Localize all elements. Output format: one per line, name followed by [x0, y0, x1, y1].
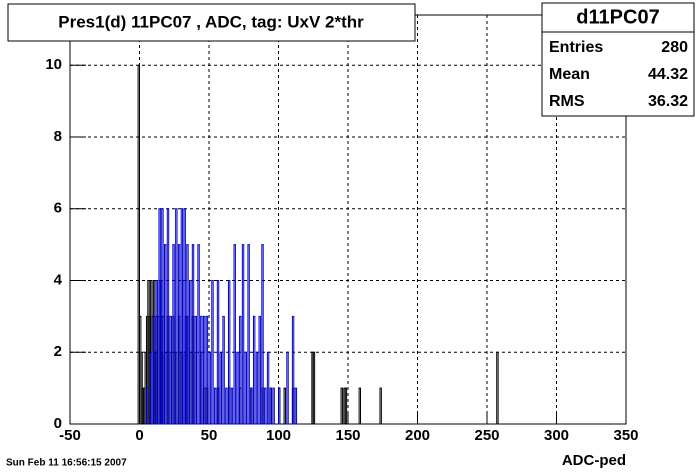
histogram-bin: [177, 244, 181, 425]
histogram-bin: [312, 351, 316, 425]
histogram-bin: [227, 279, 231, 425]
stats-title: d11PC07: [576, 6, 659, 28]
histogram-bin: [137, 64, 141, 425]
x-tick-label: 200: [405, 427, 430, 444]
histogram-bin: [496, 351, 499, 425]
histogram-bin: [155, 279, 159, 425]
histogram-bin: [252, 315, 256, 425]
x-tick-label: 350: [613, 427, 638, 444]
histogram-bin: [211, 279, 214, 425]
histogram-bin: [261, 244, 264, 425]
histogram-bin: [172, 244, 175, 425]
histogram-bin: [358, 387, 362, 425]
histogram-bin: [230, 387, 234, 425]
stats-value: 280: [661, 39, 688, 56]
histogram-bin: [344, 387, 348, 425]
histogram-bin: [241, 244, 245, 425]
histogram-bin: [175, 208, 178, 425]
histogram-bin: [225, 387, 228, 425]
histogram-bin: [161, 208, 164, 425]
y-tick-label: 0: [54, 415, 62, 432]
histogram-bin: [197, 244, 200, 425]
stats-label: Entries: [549, 39, 603, 56]
histogram-bin: [222, 315, 225, 425]
histogram-bin: [272, 387, 275, 425]
histogram-bin: [186, 244, 189, 425]
histogram-bin: [205, 315, 209, 425]
stats-label: Mean: [549, 66, 590, 83]
plot-area: [69, 15, 627, 425]
histogram-bin: [266, 351, 270, 425]
footer: Sun Feb 11 16:56:15 2007: [6, 458, 127, 469]
stats-value: 36.32: [648, 93, 688, 110]
y-tick-label: 8: [54, 128, 62, 145]
x-axis-label: ADC-ped: [562, 452, 626, 469]
y-tick-label: 6: [54, 200, 62, 217]
x-tick-label: 250: [474, 427, 499, 444]
y-tick-label: 4: [54, 271, 63, 288]
histogram-bin: [340, 387, 343, 425]
histogram-bin: [202, 315, 206, 425]
histogram-bin: [189, 279, 192, 425]
histogram-bin: [150, 351, 153, 425]
stats-label: RMS: [549, 93, 585, 110]
histogram-bin: [152, 315, 156, 425]
x-tick-label: 150: [335, 427, 360, 444]
histogram-bin: [236, 351, 239, 425]
histogram-bin: [214, 387, 217, 425]
histogram-bin: [244, 351, 248, 425]
histogram-bin: [191, 244, 195, 425]
histogram-bin: [250, 387, 253, 425]
histogram-bin: [164, 244, 167, 425]
y-tick-label: 10: [45, 56, 62, 73]
stats-box: d11PC07 Entries 280 Mean 44.32 RMS 36.32: [541, 2, 695, 117]
histogram-bin: [269, 387, 273, 425]
histogram-bin: [247, 244, 250, 425]
x-tick-label: -50: [59, 427, 81, 444]
histogram-bin: [233, 244, 236, 425]
histogram-bin: [379, 387, 382, 425]
histogram-bin: [286, 351, 289, 425]
title-box: [7, 3, 416, 42]
x-tick-label: 100: [266, 427, 291, 444]
stats-value: 44.32: [648, 66, 688, 83]
histogram-bin: [194, 315, 197, 425]
histogram-bin: [291, 315, 295, 425]
y-tick-label: 2: [54, 343, 62, 360]
histogram-bin: [208, 351, 211, 425]
x-tick-label: 300: [544, 427, 569, 444]
histogram-bin: [255, 351, 259, 425]
histogram-bin: [145, 387, 149, 425]
histogram-bin: [169, 315, 172, 425]
histogram-bin: [278, 387, 281, 425]
histogram-bin: [200, 315, 203, 425]
stats-frame: [541, 2, 695, 117]
chart-title: Pres1(d) 11PC07 , ADC, tag: UxV 2*thr: [58, 12, 364, 31]
histogram-bin: [239, 315, 242, 425]
histogram-bin: [283, 387, 286, 425]
histogram-bin: [258, 315, 261, 425]
histogram-bin: [219, 351, 223, 425]
x-tick-label: 50: [201, 427, 218, 444]
histogram-bin: [264, 387, 267, 425]
histogram-bin: [294, 387, 298, 425]
histogram-bin: [216, 279, 220, 425]
x-tick-label: 0: [135, 427, 143, 444]
histogram-bin: [166, 208, 170, 425]
